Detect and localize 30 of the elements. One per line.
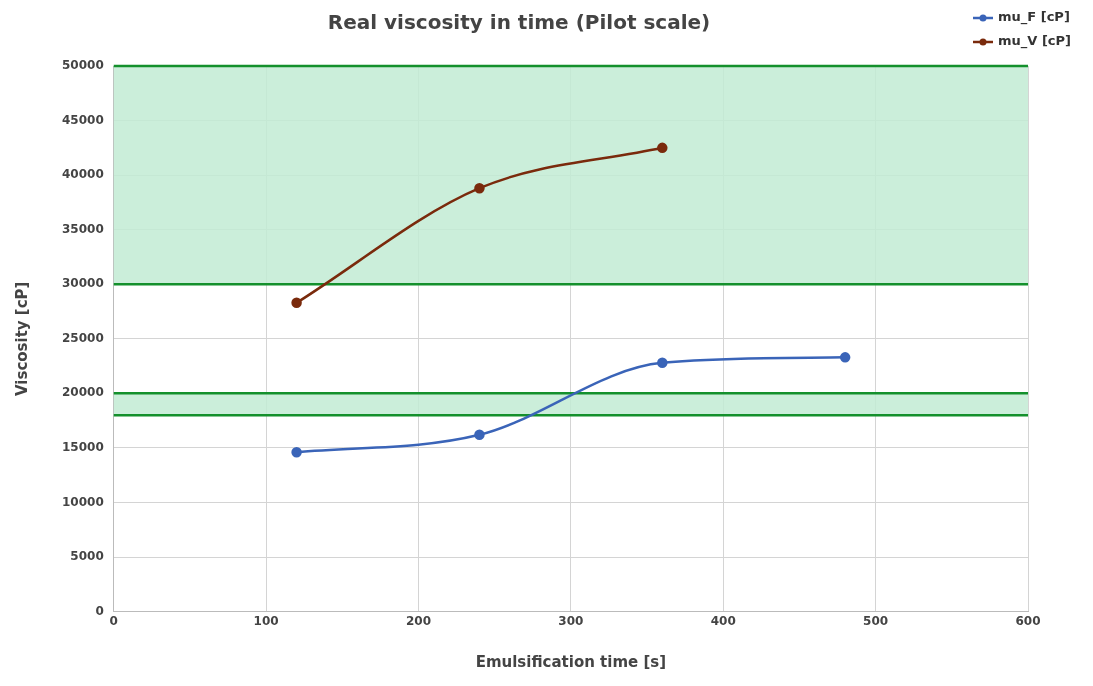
legend-label: mu_V [cP] xyxy=(998,33,1072,50)
chart-title: Real viscosity in time (Pilot scale) xyxy=(327,10,711,35)
x-tick-label: 300 xyxy=(558,613,584,628)
y-tick-label: 25000 xyxy=(62,330,104,345)
x-tick-label: 200 xyxy=(405,613,432,628)
point xyxy=(291,447,302,458)
point xyxy=(291,297,302,309)
y-tick-label: 40000 xyxy=(62,167,104,182)
point xyxy=(474,429,485,441)
y-tick-label: 35000 xyxy=(62,221,104,236)
legend-label: mu_F [cP] xyxy=(998,9,1070,26)
y-tick-label: 0 xyxy=(95,603,104,618)
x-tick-label: 400 xyxy=(710,613,736,628)
y-tick-label: 20000 xyxy=(62,385,104,400)
y-tick-label: 10000 xyxy=(62,494,104,509)
x-axis-title: Emulsification time [s] xyxy=(475,652,667,671)
point xyxy=(657,357,668,369)
y-tick-label: 45000 xyxy=(62,112,104,127)
x-tick-label: 0 xyxy=(109,613,118,628)
y-tick-label: 50000 xyxy=(62,58,104,73)
y-axis-title: Viscosity [cP] xyxy=(12,281,31,397)
point xyxy=(474,182,485,194)
y-tick-label: 5000 xyxy=(70,549,104,564)
point xyxy=(839,352,851,363)
point xyxy=(657,142,668,154)
y-tick-label: 30000 xyxy=(62,276,104,291)
x-tick-label: 500 xyxy=(863,613,889,628)
x-tick-label: 100 xyxy=(253,613,279,628)
y-tick-label: 15000 xyxy=(62,440,104,455)
x-tick-label: 600 xyxy=(1015,613,1041,628)
